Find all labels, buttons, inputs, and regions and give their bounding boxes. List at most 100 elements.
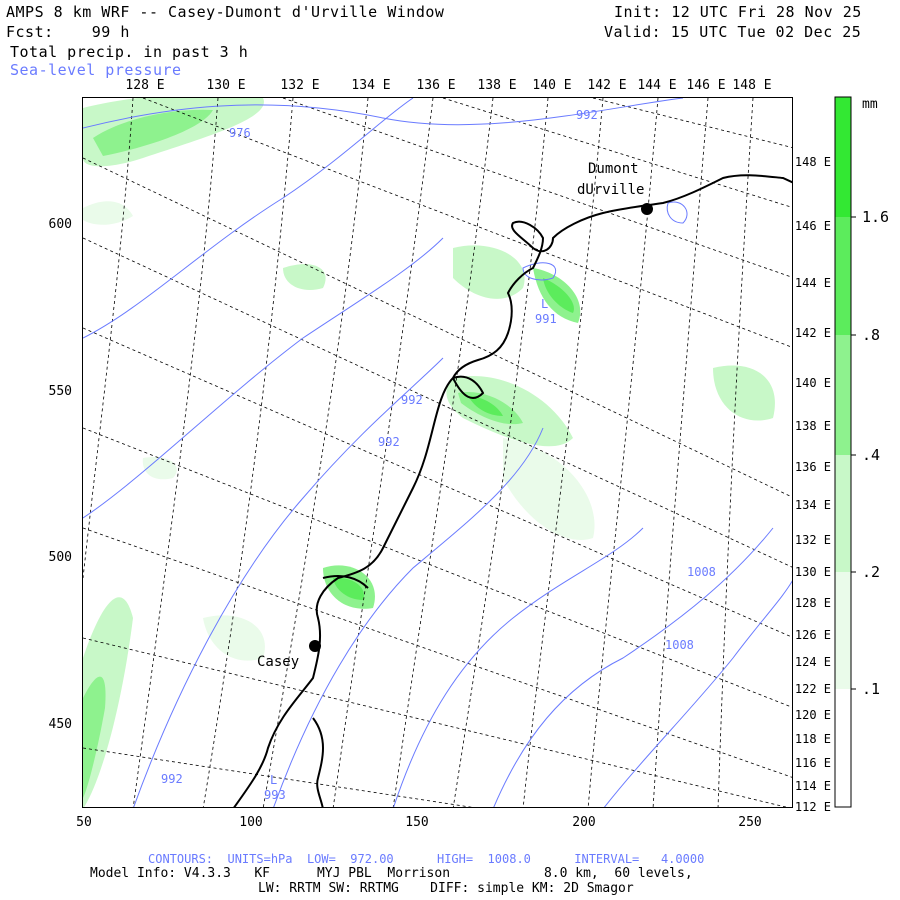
colorbar-label: .8 bbox=[862, 326, 880, 344]
top-lon-label: 130 E bbox=[206, 78, 245, 93]
map-plot[interactable]: Casey Dumont dUrville 976 992 991 992 99… bbox=[82, 97, 793, 808]
coastline bbox=[233, 174, 792, 807]
contours-info: CONTOURS: UNITS=hPa LOW= 972.00 HIGH= 10… bbox=[148, 852, 705, 866]
precip-area bbox=[468, 396, 503, 416]
right-lon-label: 140 E bbox=[795, 376, 831, 390]
isobar-label: 992 bbox=[576, 108, 598, 122]
colorbar-swatch bbox=[835, 689, 851, 807]
right-lon-label: 136 E bbox=[795, 460, 831, 474]
forecast-label: Fcst: bbox=[6, 23, 54, 41]
x-axis-label: 150 bbox=[405, 815, 428, 830]
casey-station-label: Casey bbox=[257, 654, 299, 670]
y-axis-label: 500 bbox=[49, 550, 72, 565]
top-lon-label: 128 E bbox=[125, 78, 164, 93]
precip-colorbar: mm 1.6 .8 .4 .2 .1 bbox=[834, 96, 889, 808]
map-canvas: Casey Dumont dUrville 976 992 991 992 99… bbox=[83, 98, 792, 807]
top-lon-label: 134 E bbox=[351, 78, 390, 93]
precip-area bbox=[713, 365, 775, 421]
colorbar-units: mm bbox=[862, 97, 878, 112]
top-lon-label: 144 E bbox=[637, 78, 676, 93]
isobar-label: 1008 bbox=[687, 565, 716, 579]
precip-area bbox=[283, 264, 326, 290]
bottom-x-axis: 50 100 150 200 250 bbox=[76, 815, 762, 830]
right-lon-label: 118 E bbox=[795, 732, 831, 746]
x-axis-label: 100 bbox=[239, 815, 262, 830]
right-lon-label: 134 E bbox=[795, 498, 831, 512]
top-lon-axis: 128 E 130 E 132 E 134 E 136 E 138 E 140 … bbox=[125, 78, 771, 93]
dumont-station-label: dUrville bbox=[577, 182, 644, 198]
top-lon-label: 146 E bbox=[686, 78, 725, 93]
precip-area bbox=[83, 676, 106, 798]
graticule bbox=[83, 98, 792, 807]
colorbar-label: .2 bbox=[862, 563, 880, 581]
init-label: Init: bbox=[614, 3, 662, 21]
precip-area bbox=[333, 577, 364, 600]
right-lon-label: 116 E bbox=[795, 756, 831, 770]
top-lon-label: 136 E bbox=[416, 78, 455, 93]
x-axis-label: 50 bbox=[76, 815, 92, 830]
isobar-label: 976 bbox=[229, 126, 251, 140]
y-axis-label: 450 bbox=[49, 717, 72, 732]
colorbar-ticks bbox=[851, 216, 856, 690]
colorbar-swatch bbox=[835, 455, 851, 572]
forecast-value: 99 h bbox=[91, 23, 130, 41]
right-lon-label: 126 E bbox=[795, 628, 831, 642]
isobar-label: 992 bbox=[401, 393, 423, 407]
isobars bbox=[83, 98, 792, 807]
colorbar-swatch bbox=[835, 572, 851, 689]
casey-station-marker[interactable] bbox=[309, 640, 321, 652]
init-time: Init: 12 UTC Fri 28 Nov 25 bbox=[614, 4, 862, 21]
right-lon-label: 138 E bbox=[795, 419, 831, 433]
top-lon-label: 138 E bbox=[477, 78, 516, 93]
right-lon-label: 144 E bbox=[795, 276, 831, 290]
right-lon-label: 130 E bbox=[795, 565, 831, 579]
low-marker: L bbox=[270, 773, 277, 787]
isobar-label: 992 bbox=[161, 772, 183, 786]
right-lon-label: 128 E bbox=[795, 596, 831, 610]
isobar-labels: 976 992 991 992 992 1008 1008 992 993 L … bbox=[161, 108, 716, 802]
isobar-label: 991 bbox=[535, 312, 557, 326]
right-lon-label: 142 E bbox=[795, 326, 831, 340]
colorbar-label: .4 bbox=[862, 446, 880, 464]
right-lon-axis: 148 E 146 E 144 E 142 E 140 E 138 E 136 … bbox=[795, 155, 831, 814]
valid-time: Valid: 15 UTC Tue 02 Dec 25 bbox=[604, 24, 861, 41]
precip-area bbox=[453, 245, 525, 299]
precip-area bbox=[83, 201, 133, 225]
model-info-line1: Model Info: V4.3.3 KF MYJ PBL Morrison 8… bbox=[90, 866, 693, 881]
right-lon-label: 122 E bbox=[795, 682, 831, 696]
field-slp-label: Sea-level pressure bbox=[10, 61, 182, 79]
precip-shading bbox=[83, 98, 775, 807]
precip-area bbox=[543, 278, 574, 313]
isobar-label: 993 bbox=[264, 788, 286, 802]
top-lon-label: 148 E bbox=[732, 78, 771, 93]
right-lon-label: 114 E bbox=[795, 779, 831, 793]
precip-area bbox=[93, 109, 213, 156]
colorbar-label: .1 bbox=[862, 680, 880, 698]
right-lon-label: 146 E bbox=[795, 219, 831, 233]
dumont-station-label: Dumont bbox=[588, 161, 639, 177]
left-y-axis: 600 550 500 450 bbox=[49, 217, 72, 732]
right-lon-label: 132 E bbox=[795, 533, 831, 547]
right-lon-label: 124 E bbox=[795, 655, 831, 669]
low-marker: L bbox=[541, 297, 548, 311]
model-info-line2: LW: RRTM SW: RRTMG DIFF: simple KM: 2D S… bbox=[258, 881, 634, 896]
precip-area bbox=[142, 457, 177, 480]
colorbar-swatch bbox=[835, 335, 851, 455]
precip-area bbox=[203, 615, 265, 661]
precip-area bbox=[503, 438, 595, 540]
isobar-label: 992 bbox=[378, 435, 400, 449]
valid-value: 15 UTC Tue 02 Dec 25 bbox=[670, 23, 862, 41]
top-lon-label: 142 E bbox=[587, 78, 626, 93]
colorbar-border bbox=[834, 96, 852, 808]
top-lon-label: 140 E bbox=[532, 78, 571, 93]
colorbar-swatch bbox=[835, 97, 851, 217]
top-lon-label: 132 E bbox=[280, 78, 319, 93]
right-lon-label: 148 E bbox=[795, 155, 831, 169]
right-lon-label: 120 E bbox=[795, 708, 831, 722]
dumont-station-marker[interactable] bbox=[641, 203, 653, 215]
init-value: 12 UTC Fri 28 Nov 25 bbox=[671, 3, 862, 21]
map-title: AMPS 8 km WRF -- Casey-Dumont d'Urville … bbox=[6, 3, 445, 21]
forecast-hour: Fcst: 99 h bbox=[6, 24, 130, 41]
isobar-label: 1008 bbox=[665, 638, 694, 652]
right-lon-label: 112 E bbox=[795, 800, 831, 814]
